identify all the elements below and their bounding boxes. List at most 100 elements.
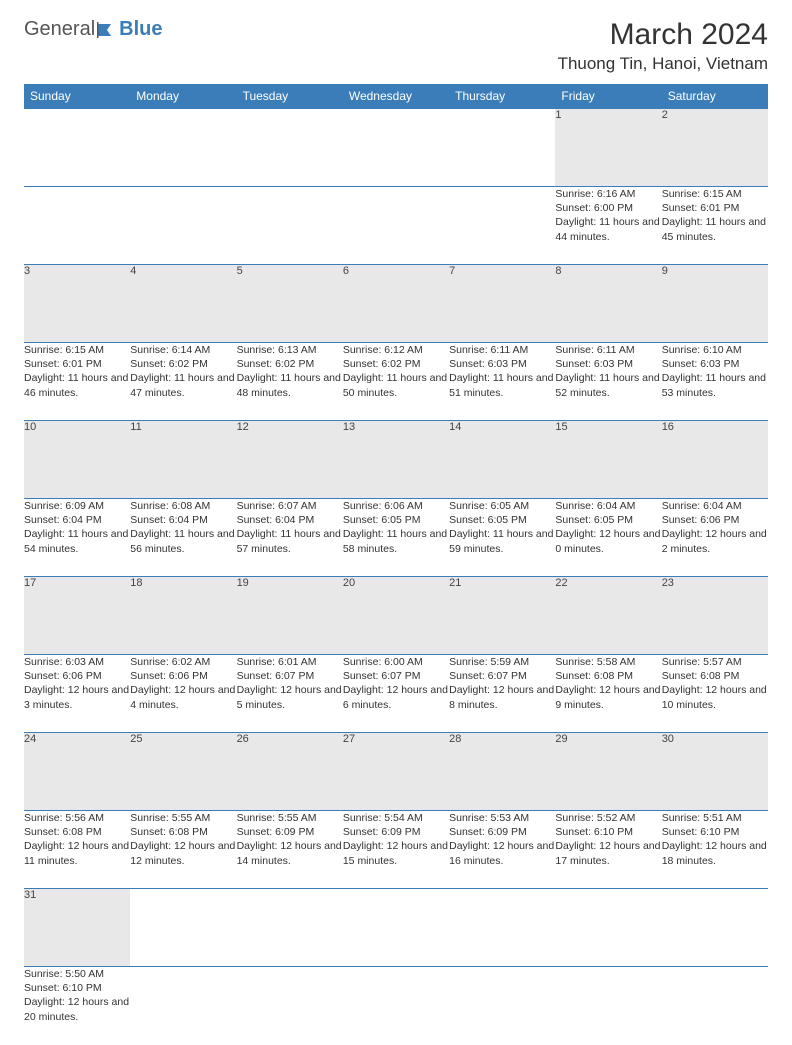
sunrise-text: Sunrise: 6:07 AM xyxy=(237,499,343,513)
day-content-cell: Sunrise: 6:03 AMSunset: 6:06 PMDaylight:… xyxy=(24,655,130,733)
day-content-cell xyxy=(237,967,343,1045)
day-content-cell xyxy=(130,187,236,265)
day-number-cell: 30 xyxy=(662,733,768,811)
daylight-text: Daylight: 11 hours and 46 minutes. xyxy=(24,371,130,399)
day-content-cell: Sunrise: 5:58 AMSunset: 6:08 PMDaylight:… xyxy=(555,655,661,733)
daylight-text: Daylight: 12 hours and 11 minutes. xyxy=(24,839,130,867)
day-number-cell xyxy=(662,889,768,967)
daylight-text: Daylight: 11 hours and 48 minutes. xyxy=(237,371,343,399)
content-row: Sunrise: 6:09 AMSunset: 6:04 PMDaylight:… xyxy=(24,499,768,577)
daylight-text: Daylight: 12 hours and 12 minutes. xyxy=(130,839,236,867)
sunset-text: Sunset: 6:09 PM xyxy=(449,825,555,839)
weekday-header: Wednesday xyxy=(343,84,449,109)
sunset-text: Sunset: 6:04 PM xyxy=(237,513,343,527)
sunrise-text: Sunrise: 6:09 AM xyxy=(24,499,130,513)
sunset-text: Sunset: 6:03 PM xyxy=(662,357,768,371)
sunrise-text: Sunrise: 6:02 AM xyxy=(130,655,236,669)
sunset-text: Sunset: 6:10 PM xyxy=(555,825,661,839)
day-content-cell: Sunrise: 5:53 AMSunset: 6:09 PMDaylight:… xyxy=(449,811,555,889)
sunrise-text: Sunrise: 6:10 AM xyxy=(662,343,768,357)
sunrise-text: Sunrise: 6:16 AM xyxy=(555,187,661,201)
day-content-cell: Sunrise: 5:54 AMSunset: 6:09 PMDaylight:… xyxy=(343,811,449,889)
daynum-row: 3456789 xyxy=(24,265,768,343)
daynum-row: 17181920212223 xyxy=(24,577,768,655)
day-number-cell xyxy=(237,109,343,187)
day-content-cell xyxy=(343,967,449,1045)
sunrise-text: Sunrise: 6:11 AM xyxy=(449,343,555,357)
sunset-text: Sunset: 6:02 PM xyxy=(130,357,236,371)
day-number-cell: 8 xyxy=(555,265,661,343)
day-number-cell: 4 xyxy=(130,265,236,343)
day-content-cell xyxy=(555,967,661,1045)
day-content-cell xyxy=(343,187,449,265)
day-number-cell xyxy=(555,889,661,967)
day-number-cell: 24 xyxy=(24,733,130,811)
day-content-cell: Sunrise: 5:55 AMSunset: 6:09 PMDaylight:… xyxy=(237,811,343,889)
sunset-text: Sunset: 6:07 PM xyxy=(343,669,449,683)
sunset-text: Sunset: 6:08 PM xyxy=(662,669,768,683)
daylight-text: Daylight: 12 hours and 3 minutes. xyxy=(24,683,130,711)
daylight-text: Daylight: 11 hours and 51 minutes. xyxy=(449,371,555,399)
day-number-cell xyxy=(24,109,130,187)
day-content-cell: Sunrise: 6:11 AMSunset: 6:03 PMDaylight:… xyxy=(449,343,555,421)
sunrise-text: Sunrise: 5:55 AM xyxy=(237,811,343,825)
sunrise-text: Sunrise: 6:06 AM xyxy=(343,499,449,513)
sunset-text: Sunset: 6:03 PM xyxy=(449,357,555,371)
day-number-cell xyxy=(343,889,449,967)
day-number-cell: 2 xyxy=(662,109,768,187)
day-content-cell xyxy=(237,187,343,265)
day-content-cell: Sunrise: 5:57 AMSunset: 6:08 PMDaylight:… xyxy=(662,655,768,733)
day-number-cell: 20 xyxy=(343,577,449,655)
daylight-text: Daylight: 11 hours and 58 minutes. xyxy=(343,527,449,555)
day-number-cell: 7 xyxy=(449,265,555,343)
day-number-cell: 26 xyxy=(237,733,343,811)
sunrise-text: Sunrise: 6:08 AM xyxy=(130,499,236,513)
sunrise-text: Sunrise: 5:53 AM xyxy=(449,811,555,825)
sunset-text: Sunset: 6:00 PM xyxy=(555,201,661,215)
day-number-cell: 10 xyxy=(24,421,130,499)
sunrise-text: Sunrise: 5:51 AM xyxy=(662,811,768,825)
sunset-text: Sunset: 6:06 PM xyxy=(130,669,236,683)
sunset-text: Sunset: 6:04 PM xyxy=(24,513,130,527)
sunset-text: Sunset: 6:06 PM xyxy=(24,669,130,683)
daynum-row: 31 xyxy=(24,889,768,967)
day-content-cell xyxy=(449,187,555,265)
daynum-row: 12 xyxy=(24,109,768,187)
day-content-cell xyxy=(24,187,130,265)
daylight-text: Daylight: 12 hours and 9 minutes. xyxy=(555,683,661,711)
day-content-cell: Sunrise: 6:11 AMSunset: 6:03 PMDaylight:… xyxy=(555,343,661,421)
title-block: March 2024 Thuong Tin, Hanoi, Vietnam xyxy=(558,18,768,74)
day-number-cell: 16 xyxy=(662,421,768,499)
weekday-header-row: Sunday Monday Tuesday Wednesday Thursday… xyxy=(24,84,768,109)
day-number-cell: 27 xyxy=(343,733,449,811)
day-content-cell: Sunrise: 6:04 AMSunset: 6:06 PMDaylight:… xyxy=(662,499,768,577)
day-number-cell: 19 xyxy=(237,577,343,655)
day-content-cell: Sunrise: 6:14 AMSunset: 6:02 PMDaylight:… xyxy=(130,343,236,421)
daylight-text: Daylight: 12 hours and 20 minutes. xyxy=(24,995,130,1023)
day-number-cell: 3 xyxy=(24,265,130,343)
daynum-row: 24252627282930 xyxy=(24,733,768,811)
sunrise-text: Sunrise: 6:03 AM xyxy=(24,655,130,669)
sunrise-text: Sunrise: 6:04 AM xyxy=(555,499,661,513)
day-number-cell: 21 xyxy=(449,577,555,655)
day-content-cell: Sunrise: 6:05 AMSunset: 6:05 PMDaylight:… xyxy=(449,499,555,577)
weekday-header: Tuesday xyxy=(237,84,343,109)
sunrise-text: Sunrise: 6:01 AM xyxy=(237,655,343,669)
day-content-cell: Sunrise: 6:00 AMSunset: 6:07 PMDaylight:… xyxy=(343,655,449,733)
sunrise-text: Sunrise: 5:57 AM xyxy=(662,655,768,669)
day-number-cell: 18 xyxy=(130,577,236,655)
day-content-cell: Sunrise: 6:10 AMSunset: 6:03 PMDaylight:… xyxy=(662,343,768,421)
sunset-text: Sunset: 6:06 PM xyxy=(662,513,768,527)
sunrise-text: Sunrise: 6:05 AM xyxy=(449,499,555,513)
day-number-cell: 14 xyxy=(449,421,555,499)
day-content-cell: Sunrise: 5:52 AMSunset: 6:10 PMDaylight:… xyxy=(555,811,661,889)
sunrise-text: Sunrise: 6:11 AM xyxy=(555,343,661,357)
weekday-header: Thursday xyxy=(449,84,555,109)
day-number-cell: 23 xyxy=(662,577,768,655)
daynum-row: 10111213141516 xyxy=(24,421,768,499)
day-content-cell: Sunrise: 6:01 AMSunset: 6:07 PMDaylight:… xyxy=(237,655,343,733)
calendar-table: Sunday Monday Tuesday Wednesday Thursday… xyxy=(24,84,768,1045)
day-content-cell: Sunrise: 6:07 AMSunset: 6:04 PMDaylight:… xyxy=(237,499,343,577)
daylight-text: Daylight: 12 hours and 5 minutes. xyxy=(237,683,343,711)
daylight-text: Daylight: 12 hours and 14 minutes. xyxy=(237,839,343,867)
